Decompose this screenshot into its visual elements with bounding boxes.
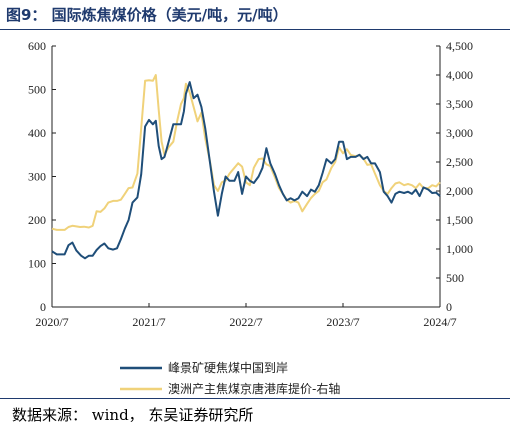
- y-right-tick-label: 0: [446, 300, 452, 314]
- y-left-tick-label: 0: [40, 300, 46, 314]
- y-left-tick-label: 400: [28, 126, 46, 140]
- legend-label-2: 澳洲产主焦煤京唐港库提价-右轴: [168, 381, 340, 396]
- y-left-tick-label: 100: [28, 257, 46, 271]
- y-right-tick-label: 1,500: [446, 213, 473, 227]
- y-left-tick-label: 200: [28, 213, 46, 227]
- series-layer: [51, 74, 441, 260]
- y-left-tick-label: 600: [28, 39, 46, 53]
- y-left-tick-label: 300: [28, 170, 46, 184]
- x-tick-label: 2024/7: [423, 315, 456, 329]
- x-tick-label: 2022/7: [229, 315, 262, 329]
- y-left-tick-label: 500: [28, 83, 46, 97]
- series-line-2: [51, 74, 441, 231]
- data-source: 数据来源： wind， 东吴证券研究所: [12, 406, 254, 424]
- y-right-tick-label: 2,000: [446, 184, 473, 198]
- y-right-tick-label: 4,500: [446, 39, 473, 53]
- x-tick-label: 2023/7: [326, 315, 359, 329]
- y-right-tick-label: 3,000: [446, 126, 473, 140]
- chart-axes: 0 100 200 300 400 500 600 0 500 1,000 1,500 2,000 2,…: [28, 39, 473, 329]
- y-right-tick-label: 500: [446, 271, 464, 285]
- footer-divider: [0, 398, 510, 399]
- y-right-tick-label: 2,500: [446, 155, 473, 169]
- y-right-tick-label: 3,500: [446, 97, 473, 111]
- title-divider: [0, 29, 510, 30]
- x-tick-label: 2021/7: [132, 315, 165, 329]
- x-tick-label: 2020/7: [35, 315, 68, 329]
- price-line-chart: 0 100 200 300 400 500 600 0 500 1,000 1,500 2,000 2,…: [28, 39, 473, 396]
- y-right-tick-label: 1,000: [446, 242, 473, 256]
- series-line-1: [51, 81, 441, 260]
- y-right-tick-label: 4,000: [446, 68, 473, 82]
- legend-label-1: 峰景矿硬焦煤中国到岸: [168, 360, 288, 375]
- chart-title: 图9： 国际炼焦煤价格（美元/吨，元/吨）: [6, 6, 288, 24]
